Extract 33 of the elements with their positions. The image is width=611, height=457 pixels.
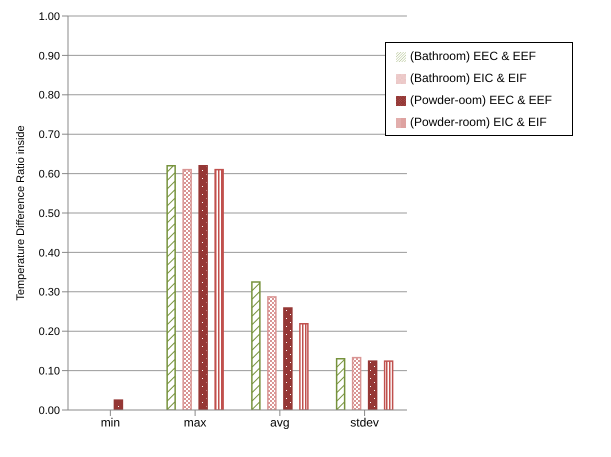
bar: [166, 164, 176, 410]
y-tick-label: 1.00: [38, 10, 60, 23]
legend-label: (Powder-room) EIC & EIF: [410, 115, 547, 129]
x-tick-label: max: [184, 416, 206, 430]
bar: [114, 399, 124, 410]
y-tick-label: 0.60: [38, 168, 60, 181]
legend-label: (Powder-oom) EEC & EEF: [410, 93, 552, 107]
y-tick-label: 0.20: [38, 326, 60, 338]
y-tick-label: 0.70: [38, 129, 60, 142]
bar: [214, 168, 224, 410]
bar: [384, 360, 394, 410]
x-tick-label: avg: [270, 416, 290, 430]
y-axis-title: Temperature Difference Ratio inside: [14, 125, 27, 301]
x-tick-label: stdev: [350, 416, 379, 430]
bar: [299, 322, 309, 410]
bar: [182, 168, 192, 410]
bar: [352, 356, 362, 410]
y-tick-label: 0.90: [38, 50, 60, 62]
y-tick-label: 0.40: [38, 247, 60, 260]
y-tick-label: 0.30: [38, 286, 60, 299]
legend-label: (Bathroom) EEC & EEF: [410, 49, 536, 63]
y-tick-label: 0.00: [38, 404, 60, 417]
y-tick-label: 0.80: [38, 90, 60, 102]
bar: [368, 360, 378, 410]
legend-label: (Bathroom) EIC & EIF: [410, 71, 527, 85]
y-tick-label: 0.10: [38, 366, 60, 378]
bar: [267, 296, 277, 410]
bar: [198, 164, 208, 410]
y-tick-label: 0.50: [38, 208, 60, 220]
bar: [336, 358, 346, 410]
x-tick-label: min: [100, 416, 120, 430]
bar: [283, 307, 293, 410]
bar: [251, 281, 261, 410]
